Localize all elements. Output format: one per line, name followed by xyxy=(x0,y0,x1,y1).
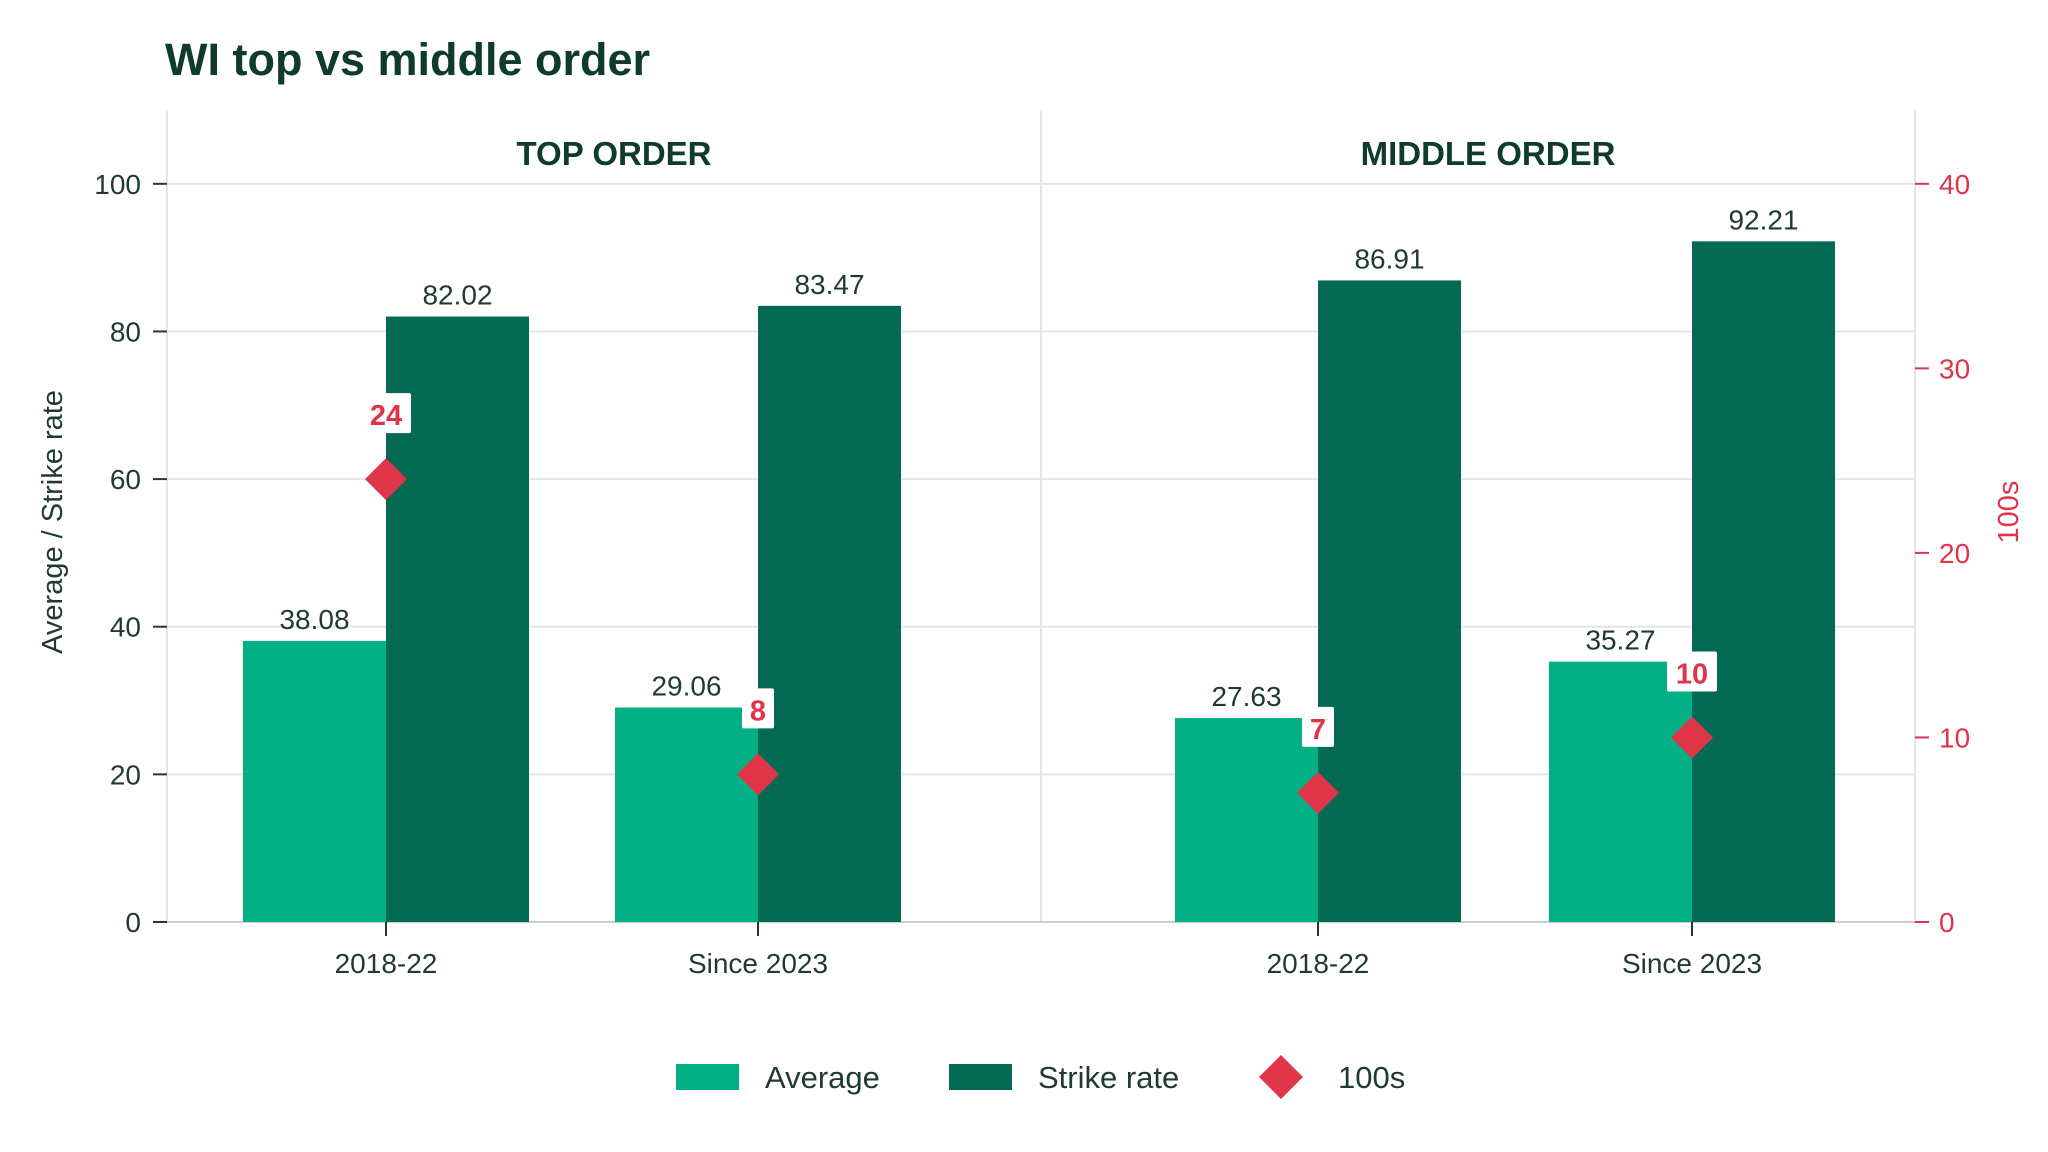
legend-marker-hundreds xyxy=(1259,1055,1303,1099)
marker-hundreds xyxy=(737,753,779,796)
y-right-tick-label: 20 xyxy=(1939,538,1970,569)
y-right-tick-label: 10 xyxy=(1939,722,1970,753)
hundreds-label-box xyxy=(1302,706,1334,747)
chart-title: WI top vs middle order xyxy=(165,34,650,85)
hundreds-label-box xyxy=(361,393,411,434)
y-tick-label: 20 xyxy=(110,759,141,790)
y-axis-title: Average / Strike rate xyxy=(37,390,69,654)
bar-average xyxy=(243,640,386,922)
y-right-axis-title: 100s xyxy=(1993,481,2025,544)
bar-average xyxy=(1175,718,1318,922)
axis-layer: 0 20 40 60 80 100 Average / Strike rate 0 10 20 30… xyxy=(37,169,2025,979)
data-label-hundreds: 7 xyxy=(1310,714,1326,746)
y-tick-label: 60 xyxy=(110,464,141,495)
marker-hundreds xyxy=(365,458,407,501)
y-right-tick-label: 40 xyxy=(1939,169,1970,200)
bar-layer xyxy=(243,241,1835,923)
legend: Average Strike rate 100s xyxy=(676,1055,1405,1099)
legend-label-average: Average xyxy=(765,1060,880,1095)
legend-swatch-strike-rate xyxy=(949,1064,1012,1090)
x-tick-label: 2018-22 xyxy=(1267,948,1370,979)
bar-average xyxy=(615,707,758,922)
marker-hundreds xyxy=(1297,771,1339,814)
hundreds-label-box xyxy=(1667,651,1717,692)
data-label-average: 27.63 xyxy=(1211,681,1281,712)
hundreds-label-box xyxy=(742,688,774,729)
data-label-average: 35.27 xyxy=(1585,625,1655,656)
legend-swatch-average xyxy=(676,1064,739,1090)
bar-average xyxy=(1549,661,1692,922)
bar-strike-rate xyxy=(1318,280,1461,922)
data-label-strike-rate: 86.91 xyxy=(1354,243,1424,274)
panel-layer: TOP ORDER MIDDLE ORDER xyxy=(517,135,1616,172)
legend-label-strike-rate: Strike rate xyxy=(1038,1060,1179,1095)
y-tick-label: 40 xyxy=(110,612,141,643)
bar-strike-rate xyxy=(758,305,901,923)
panel-title-top-order: TOP ORDER xyxy=(517,135,712,172)
legend-label-hundreds: 100s xyxy=(1338,1060,1405,1095)
data-label-hundreds: 10 xyxy=(1676,658,1708,690)
data-label-strike-rate: 92.21 xyxy=(1728,204,1798,235)
y-tick-label: 80 xyxy=(110,316,141,347)
y-tick-label: 100 xyxy=(94,169,141,200)
bar-strike-rate xyxy=(1692,241,1835,923)
y-right-tick-label: 0 xyxy=(1939,907,1955,938)
data-label-average: 29.06 xyxy=(651,670,721,701)
y-tick-label: 0 xyxy=(125,907,141,938)
data-label-hundreds: 8 xyxy=(750,695,766,727)
marker-hundreds xyxy=(1671,716,1713,759)
data-label-strike-rate: 83.47 xyxy=(794,269,864,300)
x-tick-label: 2018-22 xyxy=(335,948,438,979)
data-label-hundreds: 24 xyxy=(370,400,402,432)
data-label-average: 38.08 xyxy=(279,604,349,635)
label-layer: 38.08 82.02 24 29.06 83.47 8 27.63 86.91 7 35.27 9… xyxy=(279,204,1799,747)
x-tick-label: Since 2023 xyxy=(1622,948,1762,979)
data-label-strike-rate: 82.02 xyxy=(422,280,492,311)
x-tick-label: Since 2023 xyxy=(688,948,828,979)
panel-title-middle-order: MIDDLE ORDER xyxy=(1361,135,1616,172)
y-right-tick-label: 30 xyxy=(1939,353,1970,384)
